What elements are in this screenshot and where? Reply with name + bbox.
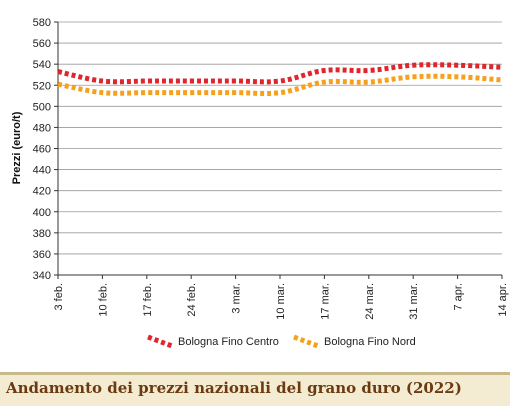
- x-tick-label: 17 feb.: [142, 283, 154, 317]
- title-band: Andamento dei prezzi nazionali del grano…: [0, 372, 510, 406]
- y-axis-title: Prezzi (euro/t): [11, 111, 23, 184]
- legend-swatch: [147, 334, 173, 349]
- y-tick-label: 360: [33, 249, 51, 261]
- y-tick-labels: 340 360 380 400 420 440 460 480 500 520 540 560 580: [33, 17, 51, 282]
- x-tick-label: 3 mar.: [231, 283, 243, 314]
- x-tick-label: 31 mar.: [408, 283, 420, 320]
- y-tick-label: 500: [33, 101, 51, 113]
- x-tick-labels: 3 feb. 10 feb. 17 feb. 24 feb. 3 mar. 10 mar.…: [53, 283, 509, 320]
- grid-lines: [58, 21, 502, 255]
- legend-swatch: [293, 334, 319, 349]
- y-tick-label: 440: [33, 165, 51, 177]
- y-tick-label: 540: [33, 59, 51, 71]
- y-tick-label: 340: [33, 270, 51, 282]
- legend-item: Bologna Fino Nord: [293, 334, 416, 349]
- line-chart: 340360380400420440460480500520540560580 …: [11, 17, 509, 349]
- legend-label: Bologna Fino Centro: [178, 336, 279, 348]
- series-line-0: [57, 62, 503, 85]
- legend: Bologna Fino Centro Bologna Fino Nord: [147, 334, 416, 349]
- y-tick-label: 520: [33, 80, 51, 92]
- axes: [54, 21, 503, 279]
- y-tick-label: 380: [33, 228, 51, 240]
- chart-title: Andamento dei prezzi nazionali del grano…: [6, 379, 462, 397]
- y-tick-label: 560: [33, 38, 51, 50]
- y-tick-label: 420: [33, 186, 51, 198]
- x-tick-label: 7 apr.: [453, 283, 465, 311]
- x-tick-label: 17 mar.: [319, 283, 331, 320]
- y-tick-label: 580: [33, 17, 51, 29]
- x-tick-label: 10 feb.: [97, 283, 109, 317]
- x-tick-label: 10 mar.: [275, 283, 287, 320]
- x-tick-label: 24 feb.: [186, 283, 198, 317]
- y-tick-label: 400: [33, 207, 51, 219]
- x-tick-label: 24 mar.: [364, 283, 376, 320]
- x-tick-label: 14 apr.: [497, 283, 509, 317]
- x-tick-label: 3 feb.: [53, 283, 65, 311]
- y-tick-label: 460: [33, 144, 51, 156]
- legend-item: Bologna Fino Centro: [147, 334, 279, 349]
- y-tick-label: 480: [33, 122, 51, 134]
- series-lines: [57, 62, 503, 96]
- legend-label: Bologna Fino Nord: [324, 336, 416, 348]
